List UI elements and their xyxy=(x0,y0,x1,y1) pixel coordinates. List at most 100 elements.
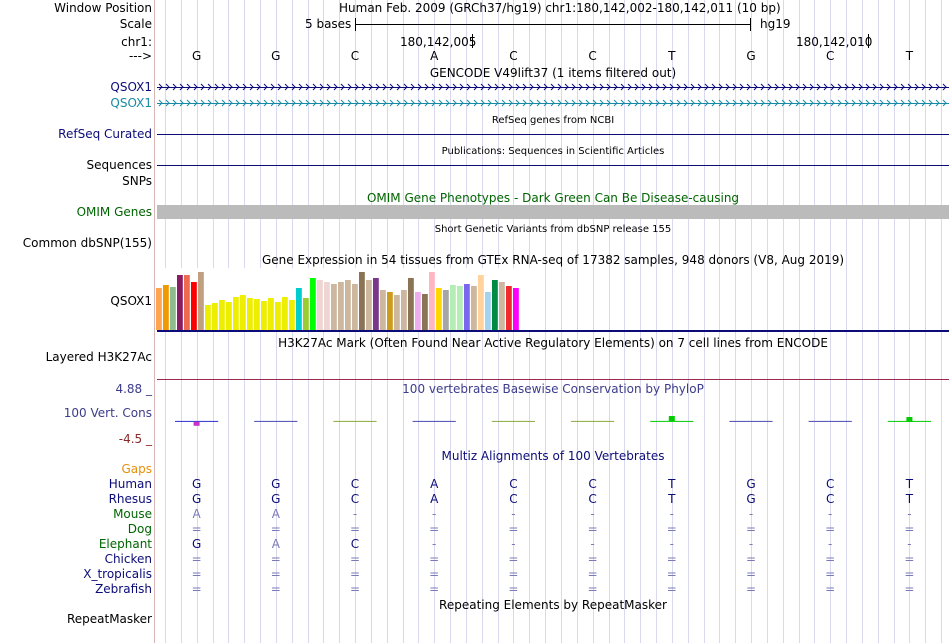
refseq-track-label[interactable]: RefSeq Curated xyxy=(58,127,152,141)
gencode-track-title[interactable]: GENCODE V49lift37 (1 items filtered out) xyxy=(429,66,677,80)
species-label[interactable]: Dog xyxy=(127,522,152,536)
gtex-expression-chart[interactable] xyxy=(156,268,536,330)
species-label[interactable]: Chicken xyxy=(104,552,152,566)
gencode-transcripts[interactable] xyxy=(157,82,949,108)
snps-section-label[interactable]: SNPs xyxy=(122,174,152,188)
phylop-score-bar[interactable] xyxy=(491,420,535,422)
dbsnp-track-label[interactable]: Common dbSNP(155) xyxy=(22,236,152,250)
gtex-tissue-bar[interactable] xyxy=(331,284,337,330)
species-label[interactable]: Human xyxy=(108,477,152,491)
species-label[interactable]: Elephant xyxy=(98,537,152,551)
gtex-tissue-bar[interactable] xyxy=(359,272,365,330)
gtex-tissue-bar[interactable] xyxy=(352,284,358,330)
gtex-tissue-bar[interactable] xyxy=(240,295,246,330)
gtex-tissue-bar[interactable] xyxy=(478,275,484,330)
phylop-score-bar[interactable] xyxy=(412,420,456,422)
publications-track-label[interactable]: Sequences xyxy=(86,158,152,172)
phylop-signal[interactable] xyxy=(157,398,949,444)
gtex-tissue-bar[interactable] xyxy=(254,299,260,330)
phylop-score-bar[interactable] xyxy=(333,420,377,422)
gtex-tissue-bar[interactable] xyxy=(303,298,309,330)
species-label[interactable]: Rhesus xyxy=(108,492,152,506)
phylop-track-title[interactable]: 100 vertebrates Basewise Conservation by… xyxy=(402,382,704,396)
gtex-tissue-bar[interactable] xyxy=(268,298,274,330)
scale-label[interactable]: Scale xyxy=(119,17,152,31)
refseq-track-title[interactable]: RefSeq genes from NCBI xyxy=(491,115,615,126)
gtex-tissue-bar[interactable] xyxy=(506,286,512,330)
gtex-tissue-bar[interactable] xyxy=(170,287,176,330)
gtex-tissue-bar[interactable] xyxy=(485,292,491,330)
gtex-tissue-bar[interactable] xyxy=(422,294,428,330)
gtex-tissue-bar[interactable] xyxy=(415,292,421,330)
phylop-score-bar[interactable] xyxy=(650,420,694,422)
gtex-tissue-bar[interactable] xyxy=(184,275,190,330)
gtex-tissue-bar[interactable] xyxy=(373,278,379,330)
gtex-tissue-bar[interactable] xyxy=(471,286,477,330)
gtex-tissue-bar[interactable] xyxy=(387,292,393,330)
gtex-tissue-bar[interactable] xyxy=(429,272,435,330)
gtex-tissue-bar[interactable] xyxy=(436,288,442,330)
gtex-tissue-bar[interactable] xyxy=(345,280,351,330)
phylop-score-bar[interactable] xyxy=(808,420,852,422)
phylop-score-marker[interactable] xyxy=(193,421,200,426)
gtex-tissue-bar[interactable] xyxy=(317,280,323,330)
gtex-tissue-bar[interactable] xyxy=(226,302,232,330)
gtex-tissue-bar[interactable] xyxy=(261,301,267,330)
gtex-track-label[interactable]: QSOX1 xyxy=(110,294,152,308)
gtex-tissue-bar[interactable] xyxy=(380,290,386,330)
gtex-tissue-bar[interactable] xyxy=(464,284,470,330)
gtex-tissue-bar[interactable] xyxy=(366,280,372,330)
phylop-track-label[interactable]: 100 Vert. Cons xyxy=(63,406,152,420)
h3k27ac-track-label[interactable]: Layered H3K27Ac xyxy=(45,350,152,364)
gtex-tissue-bar[interactable] xyxy=(156,288,162,330)
omim-track-title[interactable]: OMIM Gene Phenotypes - Dark Green Can Be… xyxy=(366,191,740,205)
gtex-tissue-bar[interactable] xyxy=(219,300,225,330)
phylop-score-marker[interactable] xyxy=(906,417,913,422)
gtex-tissue-bar[interactable] xyxy=(289,300,295,330)
gtex-tissue-bar[interactable] xyxy=(457,286,463,330)
gtex-tissue-bar[interactable] xyxy=(499,282,505,330)
gtex-tissue-bar[interactable] xyxy=(450,285,456,330)
repeatmasker-track-label[interactable]: RepeatMasker xyxy=(66,612,152,626)
chrom-label[interactable]: chr1: xyxy=(121,35,152,49)
gtex-tissue-bar[interactable] xyxy=(443,290,449,330)
gtex-track-title[interactable]: Gene Expression in 54 tissues from GTEx … xyxy=(261,253,845,267)
window-position-label[interactable]: Window Position xyxy=(54,1,152,15)
gencode-item-label[interactable]: QSOX1 xyxy=(110,80,152,94)
multiz-track-title[interactable]: Multiz Alignments of 100 Vertebrates xyxy=(441,449,665,463)
gtex-tissue-bar[interactable] xyxy=(233,297,239,330)
gtex-tissue-bar[interactable] xyxy=(338,282,344,330)
phylop-score-marker[interactable] xyxy=(668,416,675,421)
repeatmasker-track-title[interactable]: Repeating Elements by RepeatMasker xyxy=(439,598,667,612)
phylop-score-bar[interactable] xyxy=(175,420,219,422)
species-label[interactable]: Mouse xyxy=(113,507,152,521)
gtex-tissue-bar[interactable] xyxy=(394,295,400,330)
multiz-gaps-label[interactable]: Gaps xyxy=(121,462,152,476)
h3k27ac-track-title[interactable]: H3K27Ac Mark (Often Found Near Active Re… xyxy=(278,336,828,350)
gtex-tissue-bar[interactable] xyxy=(163,285,169,330)
gencode-item-label[interactable]: QSOX1 xyxy=(110,96,152,110)
phylop-score-bar[interactable] xyxy=(729,420,773,422)
gtex-tissue-bar[interactable] xyxy=(191,282,197,330)
gtex-tissue-bar[interactable] xyxy=(205,305,211,330)
phylop-score-bar[interactable] xyxy=(571,420,615,422)
gtex-tissue-bar[interactable] xyxy=(198,272,204,330)
gtex-tissue-bar[interactable] xyxy=(324,282,330,330)
phylop-score-bar[interactable] xyxy=(254,420,298,422)
gtex-tissue-bar[interactable] xyxy=(408,278,414,330)
publications-track-title[interactable]: Publications: Sequences in Scientific Ar… xyxy=(441,146,665,157)
gtex-tissue-bar[interactable] xyxy=(247,298,253,330)
refseq-gene-line[interactable] xyxy=(157,134,949,135)
gtex-tissue-bar[interactable] xyxy=(401,290,407,330)
species-label[interactable]: Zebrafish xyxy=(95,582,152,596)
species-label[interactable]: X_tropicalis xyxy=(83,567,152,581)
gtex-tissue-bar[interactable] xyxy=(275,302,281,330)
gtex-tissue-bar[interactable] xyxy=(492,280,498,330)
gtex-tissue-bar[interactable] xyxy=(513,288,519,330)
dbsnp-track-title[interactable]: Short Genetic Variants from dbSNP releas… xyxy=(434,224,672,235)
gtex-tissue-bar[interactable] xyxy=(310,278,316,330)
omim-track-label[interactable]: OMIM Genes xyxy=(76,205,152,219)
gtex-tissue-bar[interactable] xyxy=(212,303,218,330)
publications-feature-line[interactable] xyxy=(157,165,949,166)
gtex-tissue-bar[interactable] xyxy=(177,275,183,330)
